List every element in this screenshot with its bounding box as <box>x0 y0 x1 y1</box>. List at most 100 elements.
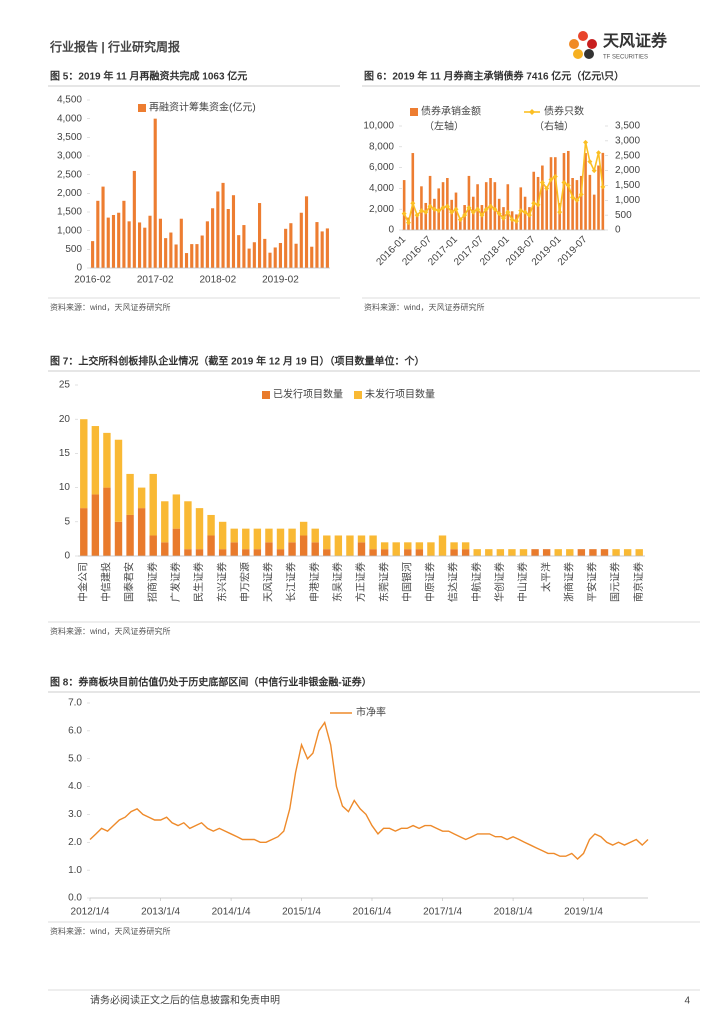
bar-segment <box>126 514 134 556</box>
bar-segment <box>172 494 181 529</box>
bar <box>278 242 282 268</box>
bar-segment <box>508 549 516 556</box>
bar <box>304 196 309 268</box>
x-tick-label: 中金公司 <box>76 562 89 602</box>
bar-segment <box>485 549 493 556</box>
point-marker <box>449 209 455 215</box>
point-marker <box>457 217 463 223</box>
bar-segment <box>635 549 643 556</box>
bar-segment <box>114 521 123 556</box>
bar-segment <box>276 528 285 550</box>
x-tick-label: 太平洋 <box>539 562 552 592</box>
bar <box>106 217 110 268</box>
bar-segment <box>80 508 88 556</box>
x-tick-label: 民生证券 <box>192 562 205 602</box>
bar-segment <box>288 542 296 556</box>
bar-segment <box>415 549 424 556</box>
bar <box>528 207 531 230</box>
bar-segment <box>404 542 412 550</box>
bar-segment <box>323 535 331 550</box>
bar-segment <box>149 473 157 536</box>
legend-label: 已发行项目数量 <box>273 388 343 401</box>
point-marker <box>522 209 528 215</box>
bar <box>506 184 510 230</box>
x-tick-label: 2012/1/4 <box>71 907 110 918</box>
bar <box>575 180 579 230</box>
bar <box>558 202 561 230</box>
x-tick-label: 国元证券 <box>609 562 622 602</box>
point-marker <box>466 205 472 211</box>
figure-caption: 图 6：2019 年 11 月券商主承销债券 7416 亿元（亿元\只） <box>364 70 624 83</box>
bar <box>411 153 415 230</box>
x-tick-label: 平安证券 <box>586 562 599 602</box>
x-tick-label: 2017/1/4 <box>423 907 462 918</box>
y-tick-label: 2,000 <box>369 204 394 215</box>
legend-swatch <box>354 391 362 399</box>
y-tick-label: 10,000 <box>363 121 394 132</box>
bar <box>541 165 544 230</box>
x-tick-label: 2018/1/4 <box>494 907 533 918</box>
point-marker <box>453 206 459 212</box>
bar-segment <box>253 549 262 556</box>
y-tick-label: 5 <box>64 516 70 527</box>
bar <box>143 227 147 268</box>
x-tick-label: 2016-02 <box>74 275 111 286</box>
y-tick-label: 4,500 <box>57 95 82 106</box>
y-tick-label: 2,000 <box>57 188 82 199</box>
bar <box>242 225 246 268</box>
figure-caption: 图 8：券商板块目前估值仍处于历史底部区间（中信行业非银金融-证券） <box>50 676 372 689</box>
bar <box>402 180 406 230</box>
x-tick-label: 东吴证券 <box>331 562 344 602</box>
y-tick-label: 3,000 <box>57 151 82 162</box>
bar-segment <box>299 521 308 536</box>
bar-segment <box>114 439 123 522</box>
x-tick-label: 申万宏源 <box>238 562 251 602</box>
point-marker <box>583 139 589 145</box>
bar-segment <box>357 535 366 543</box>
bar-segment <box>496 549 505 556</box>
y-tick-label: 6,000 <box>369 162 394 173</box>
y2-tick-label: 2,500 <box>615 150 640 161</box>
point-marker <box>587 159 593 165</box>
point-marker <box>596 150 602 156</box>
x-tick-label: 中山证券 <box>516 562 529 602</box>
point-marker <box>431 206 437 212</box>
point-marker <box>600 184 606 190</box>
bar-segment <box>265 528 273 543</box>
bar <box>148 215 152 268</box>
bar <box>169 232 173 268</box>
legend-axis-note: （左轴） <box>424 120 464 133</box>
bar-segment <box>126 473 134 515</box>
bar <box>122 200 126 268</box>
y-tick-label: 0 <box>76 263 82 274</box>
bar-segment <box>230 528 238 543</box>
bar-segment <box>137 487 146 509</box>
y-tick-label: 10 <box>59 482 71 493</box>
bar <box>566 150 570 230</box>
y-tick-label: 0.0 <box>68 893 82 904</box>
bar <box>579 175 583 230</box>
bar <box>96 200 100 268</box>
y-tick-label: 7.0 <box>68 698 82 709</box>
x-tick-label: 东兴证券 <box>215 562 228 602</box>
bar <box>179 218 183 268</box>
point-marker <box>410 200 416 206</box>
y-tick-label: 5.0 <box>68 753 82 764</box>
bar-segment <box>346 535 354 556</box>
bar <box>493 182 497 230</box>
bar-segment <box>242 549 250 556</box>
logo-text: 天风证券 <box>603 31 668 50</box>
bar <box>184 253 189 268</box>
source-note: 资料来源：wind，天风证券研究所 <box>50 626 170 636</box>
point-marker <box>470 209 476 215</box>
y-tick-label: 4.0 <box>68 781 82 792</box>
point-marker <box>444 203 450 209</box>
y2-tick-label: 3,500 <box>615 121 640 132</box>
bar-segment <box>253 528 262 550</box>
y-tick-label: 1,000 <box>57 225 82 236</box>
bar <box>592 194 596 230</box>
bar-segment <box>80 419 88 509</box>
bar <box>226 209 230 268</box>
point-marker <box>462 212 468 218</box>
bar <box>554 157 557 230</box>
